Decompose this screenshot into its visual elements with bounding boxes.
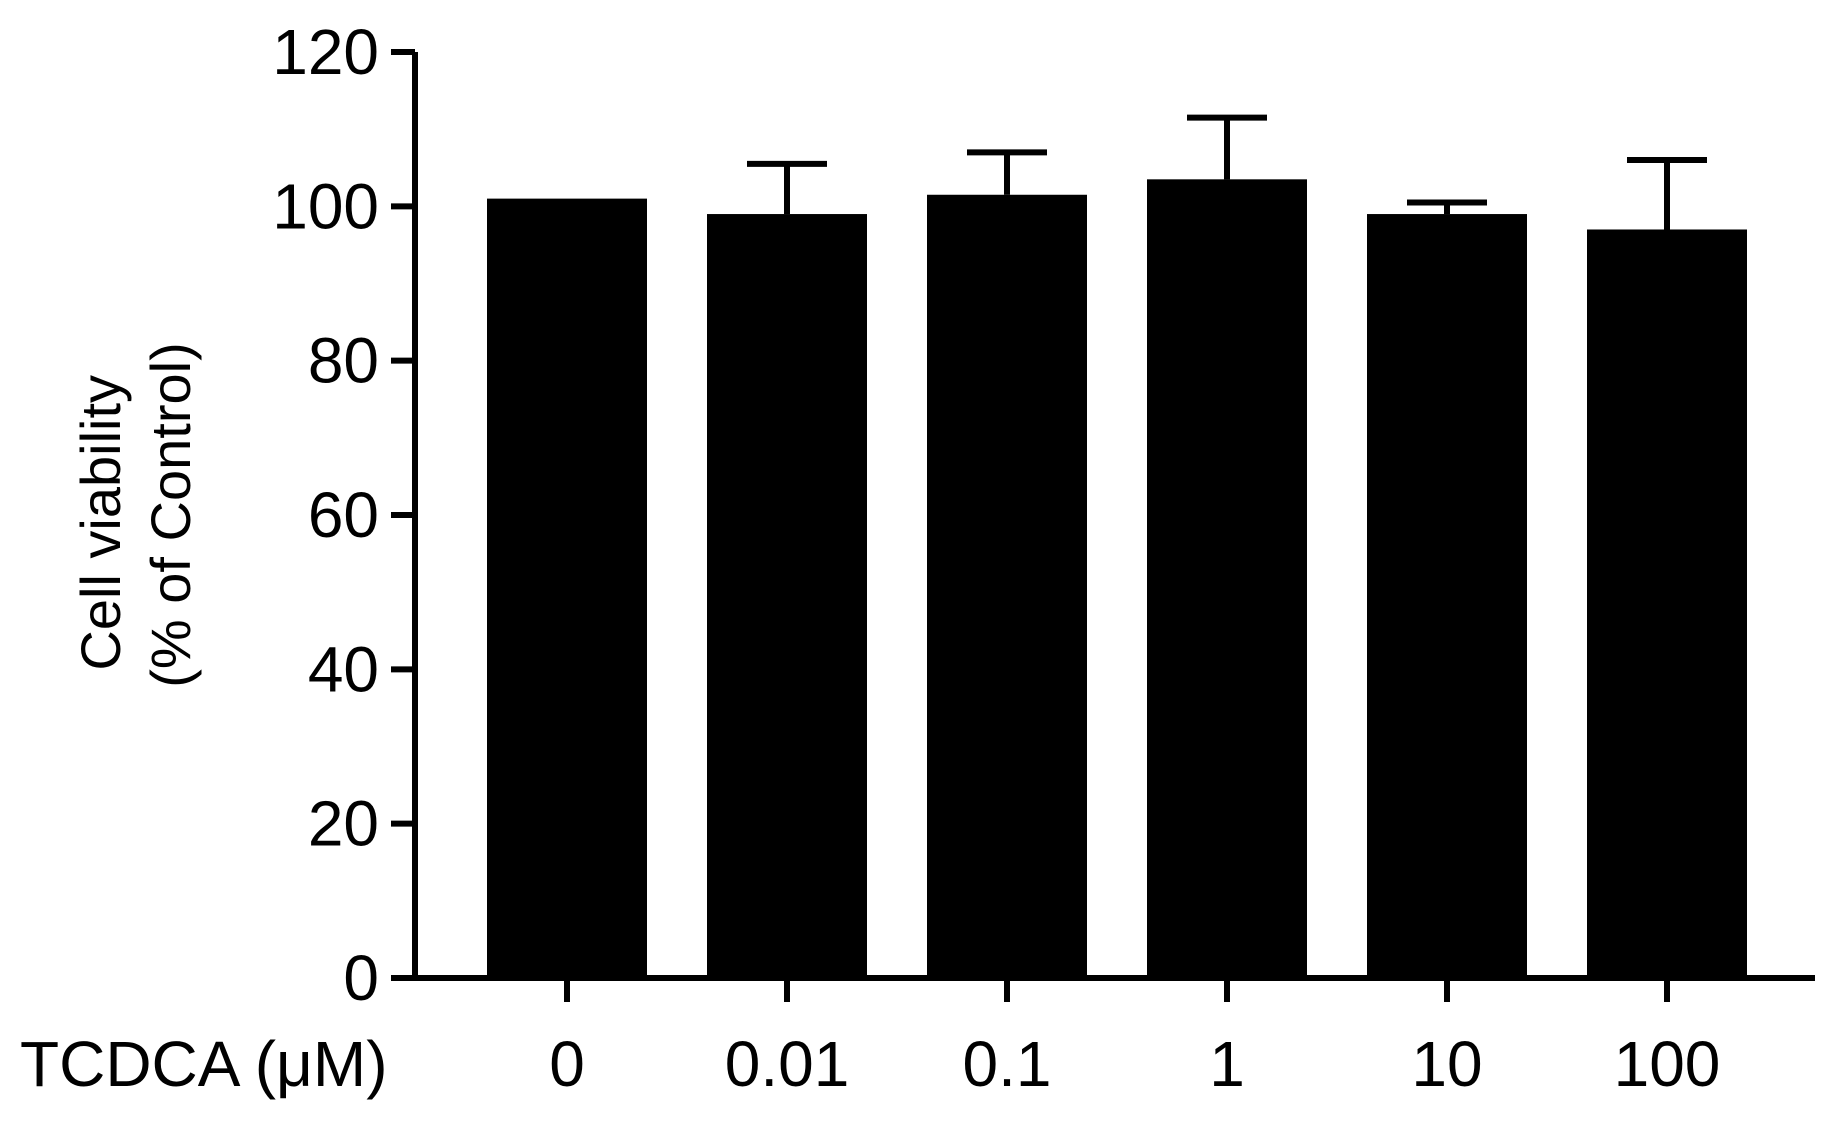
x-tick-label: 100 [1614, 1028, 1721, 1100]
x-tick-label: 10 [1411, 1028, 1482, 1100]
bar [487, 198, 647, 978]
x-axis-title: TCDCA (μM) [20, 1028, 388, 1100]
bar [1147, 179, 1307, 978]
bar [707, 214, 867, 979]
bars-layer [487, 179, 1747, 979]
y-ticks: 0 20 40 60 80 100 120 [272, 16, 415, 1014]
y-tick-label: 20 [308, 788, 379, 860]
y-axis-title-line-2: (% of Control) [139, 342, 202, 687]
y-tick-label: 80 [308, 325, 379, 397]
bar [1367, 214, 1527, 979]
bar [927, 194, 1087, 979]
x-tick-label: 0.1 [963, 1028, 1052, 1100]
y-axis-title-line-1: Cell viability [69, 375, 132, 671]
error-bars-layer [747, 114, 1707, 230]
x-ticks: 0 0.01 0.1 1 10 100 [549, 978, 1720, 1100]
y-axis-title: Cell viability (% of Control) [69, 342, 202, 687]
x-tick-label: 1 [1209, 1028, 1245, 1100]
y-tick-label: 120 [272, 16, 379, 88]
y-tick-label: 100 [272, 170, 379, 242]
x-tick-label: 0 [549, 1028, 585, 1100]
y-tick-label: 0 [343, 942, 379, 1014]
y-tick-label: 40 [308, 633, 379, 705]
x-tick-label: 0.01 [725, 1028, 850, 1100]
y-tick-label: 60 [308, 479, 379, 551]
bar [1587, 229, 1747, 978]
